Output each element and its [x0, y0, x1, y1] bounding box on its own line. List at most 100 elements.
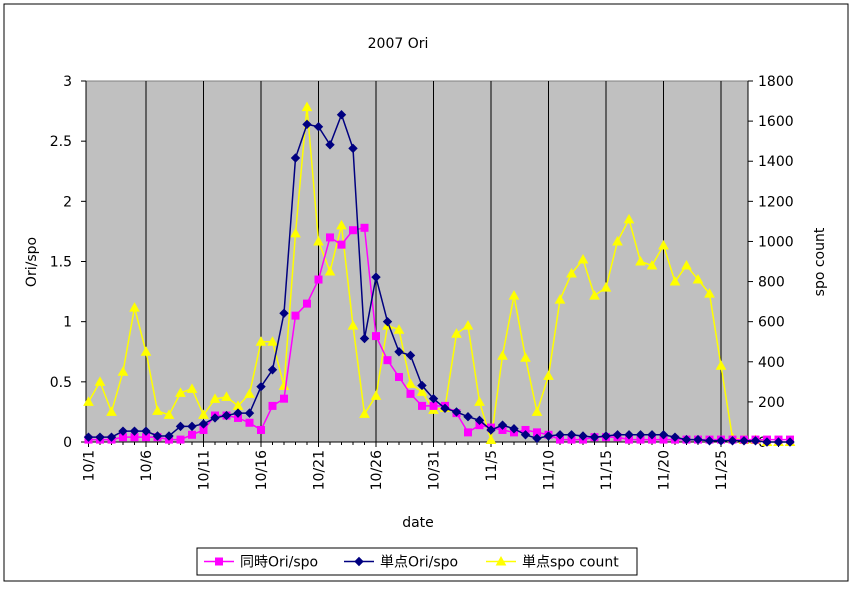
data-point [175, 421, 186, 432]
data-point [681, 434, 692, 445]
data-point [382, 316, 393, 327]
data-point [95, 432, 105, 442]
legend-box [196, 547, 638, 576]
data-point [704, 288, 715, 298]
data-point [256, 381, 266, 392]
data-point [372, 332, 380, 341]
data-point [336, 109, 347, 120]
data-point [612, 235, 623, 246]
legend: 同時Ori/spo 単点Ori/spo 単点spo count [196, 547, 638, 576]
data-point [566, 430, 577, 440]
data-point [418, 401, 426, 410]
data-point [543, 370, 554, 380]
data-point [600, 282, 612, 292]
data-point [785, 437, 795, 447]
data-point [245, 418, 254, 427]
data-point [406, 389, 415, 398]
grid-lines [145, 81, 722, 442]
data-point [646, 259, 658, 270]
data-point [83, 432, 94, 442]
data-point [554, 294, 566, 304]
data-point [360, 223, 369, 232]
y-right-tick-label: 1400 [758, 154, 794, 170]
data-point [577, 253, 589, 264]
data-point [429, 401, 438, 410]
y-left-tick-label: 1 [63, 315, 72, 331]
data-point [762, 437, 772, 447]
y-right-tick-label: 1000 [758, 234, 794, 250]
data-point [359, 408, 370, 418]
data-point [326, 233, 334, 242]
data-point [349, 226, 357, 235]
y-right-tick-label: 200 [758, 395, 785, 411]
data-point [543, 431, 554, 441]
data-point [152, 431, 163, 441]
data-point [301, 101, 313, 112]
data-point [347, 320, 359, 330]
x-axis-label: date [402, 515, 434, 531]
data-point [669, 276, 681, 286]
series-group [83, 101, 796, 447]
series-line [87, 107, 790, 443]
data-point [280, 394, 288, 403]
data-point [324, 266, 336, 276]
data-point [257, 425, 265, 434]
y-right-tick-label: 0 [758, 435, 767, 451]
legend-marker [495, 555, 507, 566]
x-tick-label: 10/21 [312, 450, 328, 490]
data-point [163, 409, 175, 419]
data-point [566, 268, 577, 278]
y-left-tick-label: 2 [63, 194, 72, 210]
data-point [221, 410, 232, 421]
data-point [141, 426, 151, 436]
data-point [509, 424, 519, 434]
x-tick-label: 11/25 [714, 450, 730, 490]
data-point [635, 255, 646, 266]
data-point [129, 302, 140, 312]
data-point [383, 356, 392, 365]
data-point [188, 430, 196, 439]
data-point [692, 274, 704, 284]
data-point [623, 213, 635, 224]
data-point [451, 328, 462, 338]
series-2 [83, 101, 796, 446]
data-point [463, 412, 473, 422]
data-point [279, 308, 289, 318]
data-point [370, 390, 382, 400]
data-point [635, 430, 646, 440]
data-point [371, 272, 381, 282]
y-right-tick-label: 1600 [758, 114, 794, 130]
data-point [601, 431, 611, 441]
data-point [658, 239, 669, 250]
data-point [395, 373, 403, 382]
data-point [440, 403, 450, 414]
data-point [268, 401, 277, 410]
y-right-tick-label: 400 [758, 355, 785, 371]
y-left-tick-label: 2.5 [50, 134, 72, 150]
data-point [681, 259, 692, 270]
data-point [464, 428, 472, 437]
data-point [336, 219, 347, 230]
x-tick-label: 11/10 [542, 450, 558, 490]
data-point [612, 430, 623, 440]
data-point [290, 227, 301, 238]
data-point [739, 436, 749, 446]
data-point [750, 436, 761, 446]
data-point [647, 430, 657, 440]
data-point [474, 415, 485, 426]
data-point [118, 426, 128, 436]
data-point [508, 290, 520, 300]
data-point [716, 436, 726, 446]
data-point [198, 409, 209, 419]
data-point [497, 350, 508, 360]
x-tick-label: 11/5 [484, 450, 500, 481]
y-axis-right-label: spo count [812, 227, 828, 296]
data-point [233, 408, 243, 418]
data-point [532, 433, 542, 444]
y-right-tick-label: 1200 [758, 194, 794, 210]
data-point [303, 299, 311, 308]
legend-marker [354, 556, 364, 567]
data-point [325, 140, 335, 150]
data-point [658, 430, 669, 440]
